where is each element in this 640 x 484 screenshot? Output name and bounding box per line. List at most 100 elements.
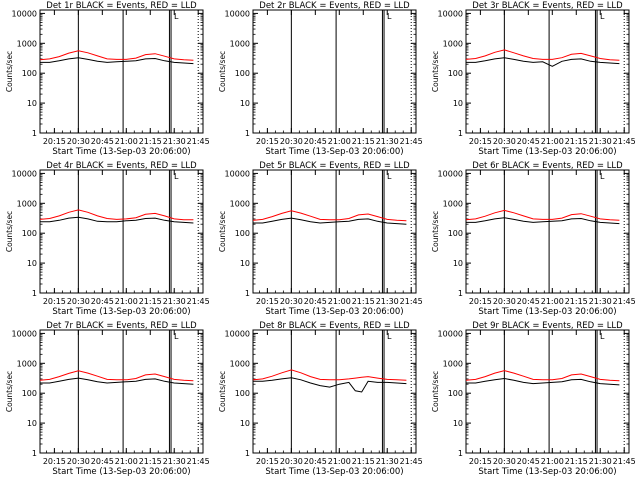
y-axis-label: Counts/sec bbox=[431, 211, 440, 252]
panel-9: Det 9r BLACK = Events, RED = LLD 1 10 100 10… bbox=[431, 321, 636, 477]
x-tick-label: 21:45 bbox=[613, 457, 636, 466]
panel-2: Det 2r BLACK = Events, RED = LLD 1 10 100 10… bbox=[218, 1, 423, 157]
x-tick-label: 21:00 bbox=[328, 297, 351, 306]
x-tick-label: 21:00 bbox=[328, 137, 351, 146]
x-axis-label: Start Time (13-Sep-03 20:06:00) bbox=[265, 307, 403, 317]
x-tick-label: 20:30 bbox=[280, 457, 303, 466]
y-tick-label: 10 bbox=[240, 259, 250, 268]
x-tick-label: 21:45 bbox=[187, 137, 210, 146]
x-tick-label: 20:15 bbox=[43, 137, 66, 146]
panel-title: Det 8r BLACK = Events, RED = LLD bbox=[259, 321, 410, 331]
panel-title: Det 5r BLACK = Events, RED = LLD bbox=[259, 161, 410, 171]
y-tick-label: 1 bbox=[32, 129, 37, 138]
y-tick-label: 10 bbox=[240, 99, 250, 108]
x-tick-label: 20:15 bbox=[469, 137, 492, 146]
x-axis-label: Start Time (13-Sep-03 20:06:00) bbox=[265, 467, 403, 477]
series-lld-line bbox=[465, 49, 620, 61]
y-axis-label: Counts/sec bbox=[431, 371, 440, 412]
x-tick-label: 20:45 bbox=[517, 297, 540, 306]
y-tick-label: 100 bbox=[22, 229, 37, 238]
series-lld-line bbox=[252, 369, 407, 381]
panel-title: Det 6r BLACK = Events, RED = LLD bbox=[472, 161, 623, 171]
y-tick-label: 100 bbox=[22, 69, 37, 78]
marker-flag-label: L bbox=[387, 12, 392, 21]
y-tick-label: 10 bbox=[240, 419, 250, 428]
x-tick-label: 21:15 bbox=[139, 137, 162, 146]
panel-8: Det 8r BLACK = Events, RED = LLD 1 10 100 10… bbox=[218, 321, 423, 477]
y-tick-label: 1 bbox=[245, 289, 250, 298]
plot-frame bbox=[39, 329, 204, 454]
series-events-line bbox=[253, 377, 407, 393]
y-tick-label: 10000 bbox=[225, 169, 250, 178]
x-tick-label: 21:30 bbox=[163, 457, 186, 466]
x-tick-label: 21:30 bbox=[376, 137, 399, 146]
x-axis-label: Start Time (13-Sep-03 20:06:00) bbox=[52, 467, 190, 477]
y-tick-label: 1 bbox=[32, 449, 37, 458]
panel-4: Det 4r BLACK = Events, RED = LLD 1 10 100 10… bbox=[5, 161, 210, 317]
x-tick-label: 21:45 bbox=[400, 457, 423, 466]
x-tick-label: 20:30 bbox=[493, 457, 516, 466]
series-events-line bbox=[466, 217, 620, 225]
x-tick-label: 20:45 bbox=[517, 137, 540, 146]
series-events-line bbox=[466, 57, 620, 67]
panel-1: Det 1r BLACK = Events, RED = LLD 1 10 100 10… bbox=[5, 1, 210, 157]
y-tick-label: 1 bbox=[458, 449, 463, 458]
x-tick-label: 21:15 bbox=[565, 137, 588, 146]
series-lld-line bbox=[39, 50, 194, 61]
y-tick-label: 10 bbox=[27, 259, 37, 268]
y-tick-label: 10000 bbox=[225, 329, 250, 338]
x-axis-label: Start Time (13-Sep-03 20:06:00) bbox=[478, 467, 616, 477]
y-tick-label: 100 bbox=[235, 389, 250, 398]
x-axis-label: Start Time (13-Sep-03 20:06:00) bbox=[478, 147, 616, 157]
x-tick-label: 20:15 bbox=[43, 297, 66, 306]
panel-title: Det 7r BLACK = Events, RED = LLD bbox=[46, 321, 197, 331]
x-tick-label: 20:15 bbox=[43, 457, 66, 466]
y-tick-label: 10 bbox=[27, 99, 37, 108]
x-tick-label: 21:45 bbox=[613, 137, 636, 146]
panel-title: Det 3r BLACK = Events, RED = LLD bbox=[472, 1, 623, 11]
x-tick-label: 20:45 bbox=[91, 297, 114, 306]
marker-flag-label: L bbox=[387, 172, 392, 181]
y-tick-label: 1 bbox=[245, 449, 250, 458]
x-tick-label: 21:00 bbox=[541, 137, 564, 146]
y-tick-label: 1000 bbox=[443, 359, 463, 368]
panel-title: Det 2r BLACK = Events, RED = LLD bbox=[259, 1, 410, 11]
x-tick-label: 21:30 bbox=[589, 297, 612, 306]
x-tick-label: 20:45 bbox=[517, 457, 540, 466]
y-tick-label: 1000 bbox=[17, 39, 37, 48]
x-tick-label: 20:45 bbox=[91, 457, 114, 466]
marker-flag-label: L bbox=[600, 172, 605, 181]
y-tick-label: 10000 bbox=[438, 329, 463, 338]
x-tick-label: 20:30 bbox=[493, 297, 516, 306]
plot-frame bbox=[465, 9, 630, 134]
series-events-line bbox=[40, 216, 194, 224]
y-tick-label: 10000 bbox=[12, 329, 37, 338]
y-axis-label: Counts/sec bbox=[218, 211, 227, 252]
x-tick-label: 21:00 bbox=[541, 457, 564, 466]
x-axis-label: Start Time (13-Sep-03 20:06:00) bbox=[478, 307, 616, 317]
x-tick-label: 20:15 bbox=[469, 297, 492, 306]
plot-frame bbox=[465, 169, 630, 294]
y-tick-label: 1 bbox=[458, 289, 463, 298]
panel-3: Det 3r BLACK = Events, RED = LLD 1 10 100 10… bbox=[431, 1, 636, 157]
y-tick-label: 10 bbox=[453, 419, 463, 428]
x-tick-label: 20:30 bbox=[67, 137, 90, 146]
x-tick-label: 21:00 bbox=[115, 137, 138, 146]
x-tick-label: 20:15 bbox=[469, 457, 492, 466]
y-axis-label: Counts/sec bbox=[5, 371, 14, 412]
marker-flag-label: L bbox=[174, 172, 179, 181]
x-tick-label: 20:30 bbox=[67, 297, 90, 306]
x-tick-label: 20:15 bbox=[256, 457, 279, 466]
y-tick-label: 1 bbox=[32, 289, 37, 298]
y-tick-label: 100 bbox=[22, 389, 37, 398]
y-axis-label: Counts/sec bbox=[5, 211, 14, 252]
plot-frame bbox=[252, 169, 417, 294]
x-tick-label: 21:45 bbox=[400, 297, 423, 306]
y-tick-label: 10000 bbox=[438, 169, 463, 178]
y-axis-label: Counts/sec bbox=[218, 51, 227, 92]
panel-7: Det 7r BLACK = Events, RED = LLD 1 10 100 10… bbox=[5, 321, 210, 477]
series-events-line bbox=[40, 377, 194, 385]
marker-flag-label: L bbox=[174, 332, 179, 341]
